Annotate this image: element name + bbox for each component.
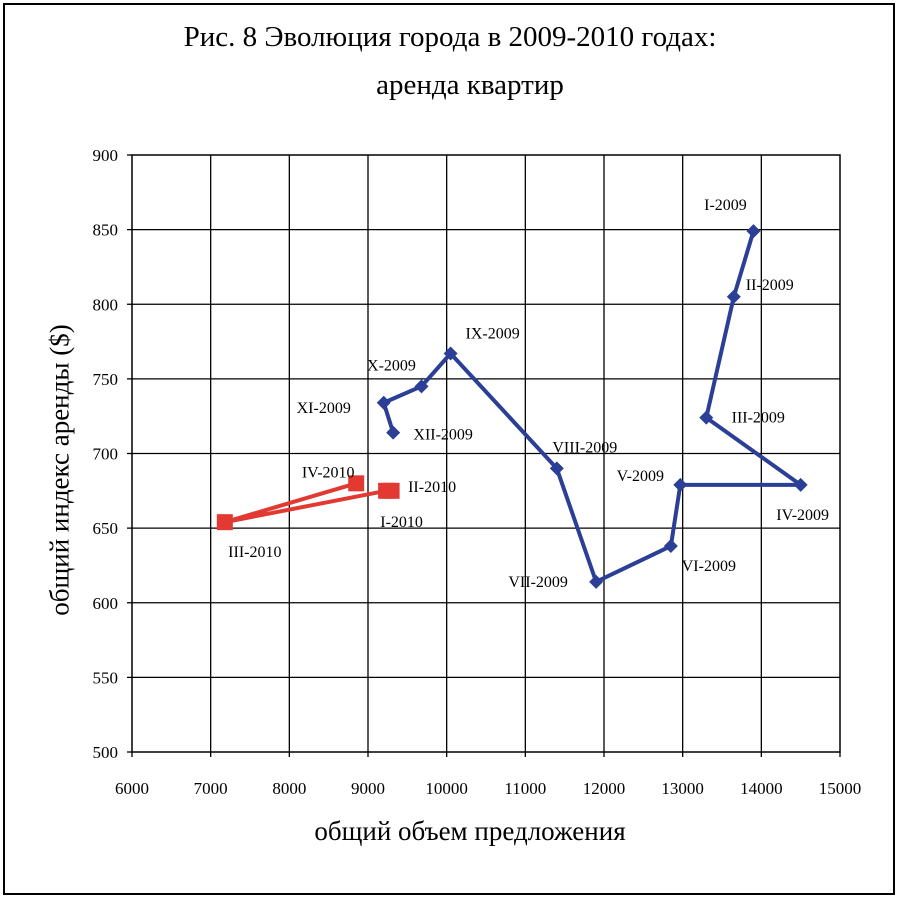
y-tick-label: 750: [93, 370, 119, 389]
data-point-marker: [589, 574, 604, 589]
data-point-marker: [746, 224, 761, 239]
data-point-marker: [793, 477, 808, 492]
data-point-label: I-2010: [380, 514, 423, 531]
data-point-label: VIII-2009: [552, 439, 617, 456]
x-tick-label: 15000: [819, 779, 862, 798]
y-tick-label: 600: [93, 594, 119, 613]
data-point-marker: [673, 477, 688, 492]
data-point-label: IV-2010: [302, 464, 355, 481]
y-tick-label: 650: [93, 519, 119, 538]
x-tick-label: 8000: [272, 779, 306, 798]
data-point-label: XI-2009: [297, 400, 351, 417]
data-point-label: VI-2009: [682, 558, 736, 575]
data-point-label: I-2009: [704, 197, 747, 214]
x-tick-label: 10000: [425, 779, 468, 798]
data-point-label: II-2009: [746, 277, 794, 294]
data-point-marker: [726, 289, 741, 304]
y-tick-label: 550: [93, 668, 119, 687]
data-point-label: IV-2009: [776, 507, 829, 524]
data-point-marker: [414, 379, 429, 394]
x-tick-label: 9000: [351, 779, 385, 798]
y-tick-label: 900: [93, 146, 119, 165]
series-line-1: [381, 230, 803, 584]
y-tick-label: 800: [93, 295, 119, 314]
data-point-marker: [216, 514, 233, 531]
x-tick-label: 13000: [661, 779, 704, 798]
y-tick-label: 850: [93, 221, 119, 240]
data-point-label: III-2009: [732, 410, 785, 427]
x-axis-label: общий объем предложения: [314, 816, 626, 846]
data-point-label: XII-2009: [413, 427, 473, 444]
y-tick-label: 500: [93, 743, 119, 762]
chart-title-line2: аренда квартир: [376, 69, 564, 101]
x-tick-label: 6000: [115, 779, 149, 798]
data-point-marker: [378, 482, 395, 499]
data-point-marker: [699, 410, 714, 425]
data-point-label: III-2010: [228, 544, 281, 561]
data-point-marker: [348, 475, 365, 492]
x-tick-label: 14000: [740, 779, 783, 798]
data-point-label: II-2010: [408, 479, 456, 496]
x-tick-label: 12000: [583, 779, 626, 798]
data-point-marker: [549, 461, 564, 476]
x-tick-label: 11000: [504, 779, 546, 798]
x-tick-label: 7000: [194, 779, 228, 798]
data-point-label: X-2009: [367, 357, 416, 374]
data-point-marker: [663, 539, 678, 554]
data-point-label: IX-2009: [465, 326, 519, 343]
data-point-label: VII-2009: [508, 574, 568, 591]
data-point-marker: [386, 425, 401, 440]
data-point-marker: [443, 346, 458, 361]
y-axis-label: общий индекс аренды ($): [44, 324, 75, 616]
y-tick-label: 700: [93, 445, 119, 464]
data-point-label: V-2009: [617, 468, 664, 485]
chart-title-line1: Рис. 8 Эволюция города в 2009-2010 годах…: [183, 21, 717, 53]
data-point-marker: [376, 395, 391, 410]
